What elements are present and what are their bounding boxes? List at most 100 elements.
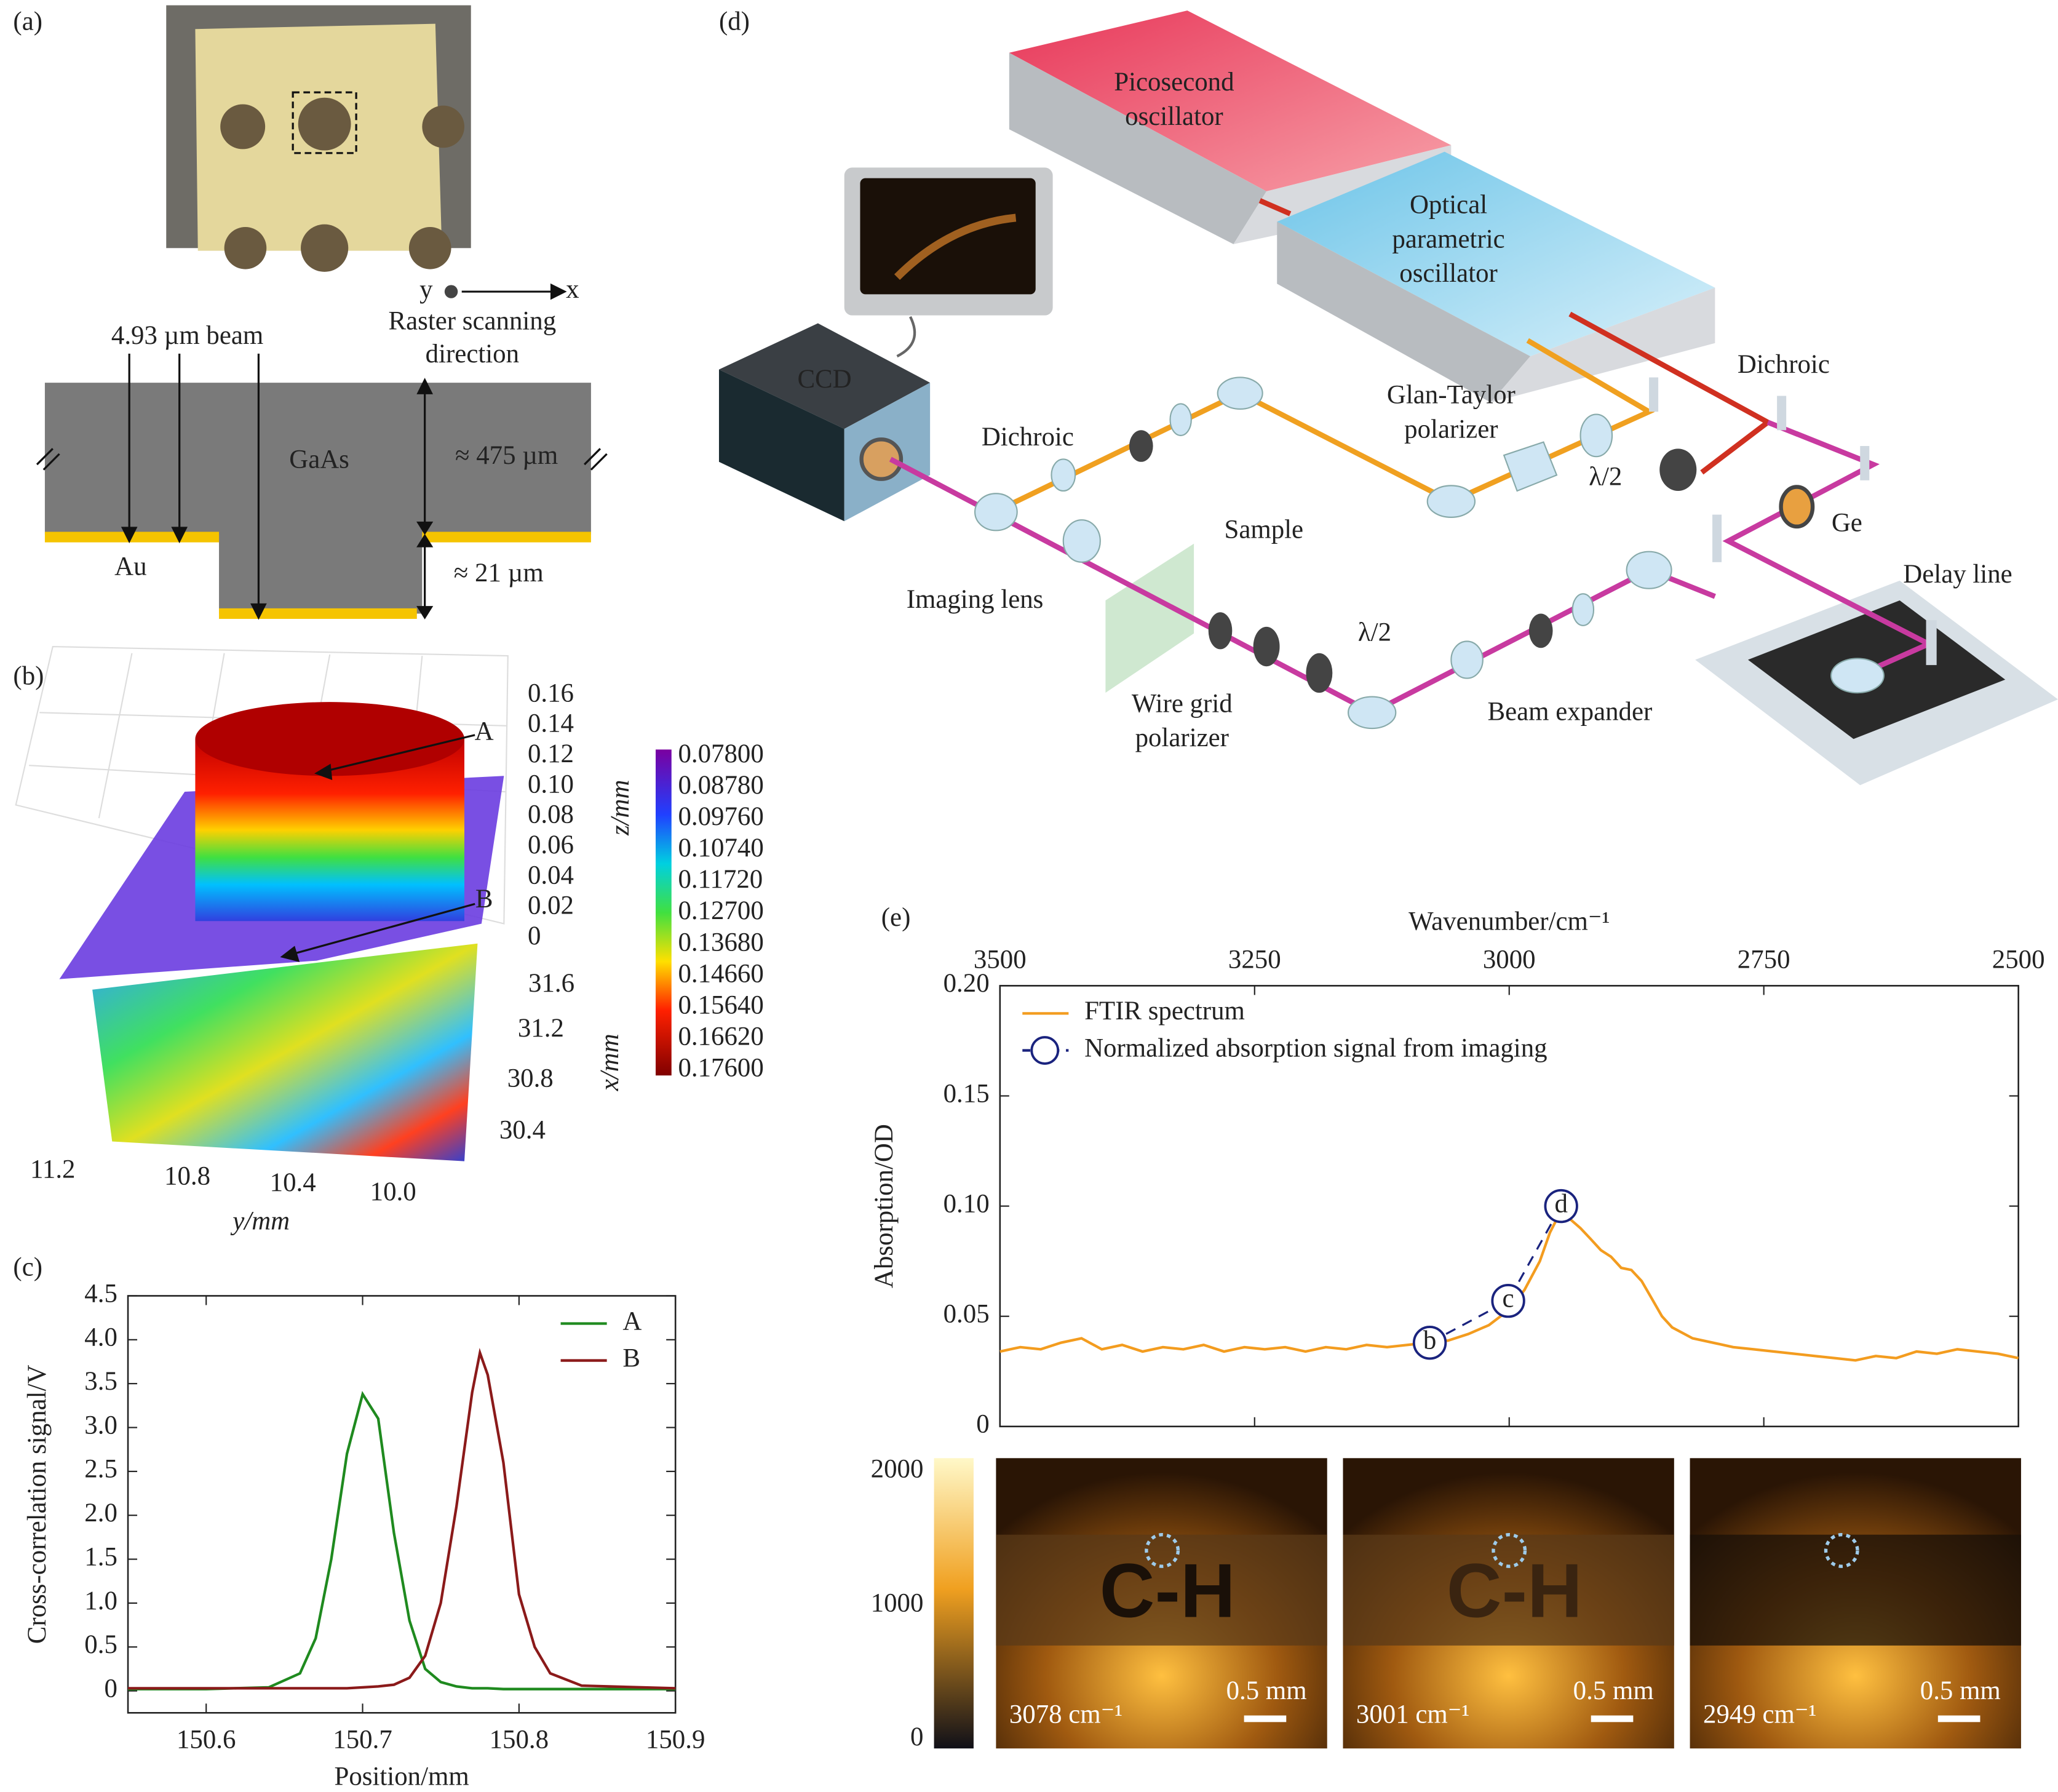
sample-band bbox=[996, 1534, 1327, 1646]
sample-marking: C-H bbox=[1447, 1548, 1583, 1633]
label: 2000 bbox=[871, 1455, 924, 1484]
label: (e) bbox=[881, 903, 911, 932]
label: CCD bbox=[797, 365, 851, 394]
label: ≈ 21 µm bbox=[454, 559, 544, 587]
label: z/mm bbox=[606, 780, 635, 837]
label: Beam expander bbox=[1487, 697, 1652, 726]
sample-band bbox=[1690, 1534, 2021, 1646]
pillar-top bbox=[195, 702, 464, 776]
surface-map bbox=[92, 943, 478, 1161]
label: 0.08780 bbox=[678, 771, 763, 800]
label: 0.11720 bbox=[678, 865, 763, 894]
label: 0.09760 bbox=[678, 802, 763, 831]
label: 0.10 bbox=[528, 770, 574, 798]
label: A bbox=[475, 717, 494, 746]
image-label: 3078 cm⁻¹ bbox=[1009, 1700, 1122, 1729]
label: Sample bbox=[1224, 515, 1303, 544]
label: 10.0 bbox=[370, 1177, 416, 1206]
label: polarizer bbox=[1135, 723, 1229, 752]
colorbar bbox=[656, 749, 672, 1076]
label: Picosecond bbox=[1114, 68, 1234, 97]
label: direction bbox=[426, 340, 519, 368]
scale-bar bbox=[1244, 1715, 1287, 1722]
label: GaAs bbox=[289, 445, 349, 474]
label: 11.2 bbox=[30, 1155, 75, 1184]
y-tick-label: 1.0 bbox=[84, 1587, 117, 1615]
legend-label: A bbox=[622, 1307, 642, 1336]
label: 0.14660 bbox=[678, 959, 763, 988]
label: 10.4 bbox=[270, 1168, 316, 1197]
x-tick-label: 2500 bbox=[1992, 946, 2045, 974]
roi-circle bbox=[1145, 1533, 1180, 1568]
y-axis-dot bbox=[444, 285, 458, 298]
image-label: 3001 cm⁻¹ bbox=[1356, 1700, 1469, 1729]
label: Ge bbox=[1832, 509, 1862, 538]
legend-label: FTIR spectrum bbox=[1084, 997, 1245, 1025]
label: 30.8 bbox=[507, 1064, 554, 1093]
label: (c) bbox=[13, 1252, 42, 1281]
setup bbox=[718, 10, 2058, 786]
label: 0.17600 bbox=[678, 1053, 763, 1082]
label: 0.12700 bbox=[678, 896, 763, 925]
label: y/mm bbox=[230, 1206, 290, 1235]
label: parametric bbox=[1392, 225, 1504, 253]
label: (a) bbox=[13, 7, 42, 36]
y-tick-label: 0.5 bbox=[84, 1630, 117, 1659]
image-label: 2949 cm⁻¹ bbox=[1703, 1700, 1816, 1729]
label: 0.15640 bbox=[678, 990, 763, 1019]
roi-circle bbox=[1492, 1533, 1527, 1568]
label: y bbox=[419, 275, 433, 304]
scale-label: 0.5 mm bbox=[1573, 1676, 1654, 1705]
data-point bbox=[1544, 1189, 1578, 1224]
y-tick-label: 1.5 bbox=[84, 1542, 117, 1571]
label: Dichroic bbox=[1738, 350, 1830, 379]
label: Wire grid bbox=[1132, 689, 1233, 718]
label: Au bbox=[114, 552, 146, 581]
legend-label: B bbox=[622, 1344, 640, 1372]
label: x/mm bbox=[595, 1033, 624, 1091]
label: Raster scanning bbox=[389, 306, 557, 335]
y-tick-label: 0.05 bbox=[944, 1300, 990, 1329]
label: 10.8 bbox=[164, 1161, 210, 1190]
label: 0.04 bbox=[528, 861, 574, 890]
label: 4.93 µm beam bbox=[111, 321, 263, 350]
y-tick-label: 0.20 bbox=[944, 969, 990, 998]
scale-bar bbox=[1937, 1715, 1981, 1722]
y-tick-label: 4.5 bbox=[84, 1279, 117, 1308]
roi-box bbox=[292, 91, 357, 154]
y-tick-label: 2.5 bbox=[84, 1455, 117, 1484]
x-tick-label: 150.9 bbox=[646, 1725, 705, 1754]
scale-label: 0.5 mm bbox=[1920, 1676, 2001, 1705]
data-point bbox=[1412, 1326, 1447, 1360]
x-tick-label: 3250 bbox=[1228, 946, 1281, 974]
label: 0.16 bbox=[528, 679, 574, 707]
label: Glan-Taylor bbox=[1387, 381, 1516, 410]
label: 31.2 bbox=[518, 1014, 564, 1043]
pads bbox=[220, 97, 464, 272]
label: B bbox=[475, 885, 493, 914]
x-tick-label: 3500 bbox=[974, 946, 1027, 974]
label: 0 bbox=[528, 922, 541, 950]
point-label: d bbox=[1554, 1189, 1567, 1218]
x-tick-label: 2750 bbox=[1738, 946, 1790, 974]
point-label: c bbox=[1503, 1284, 1514, 1313]
x-axis-label: Position/mm bbox=[335, 1762, 469, 1791]
label: 0.06 bbox=[528, 830, 574, 859]
label: 0.07800 bbox=[678, 739, 763, 768]
label: x bbox=[566, 275, 579, 304]
label: Imaging lens bbox=[907, 585, 1044, 614]
gaas bbox=[44, 383, 591, 614]
scale-bar bbox=[1591, 1715, 1634, 1722]
y-tick-label: 0 bbox=[976, 1410, 989, 1439]
sample-band bbox=[1343, 1534, 1674, 1646]
x-tick-label: 150.7 bbox=[333, 1725, 392, 1754]
label: Delay line bbox=[1903, 560, 2012, 589]
label: 0 bbox=[910, 1722, 923, 1751]
label: λ/2 bbox=[1589, 463, 1622, 492]
marker-arrows bbox=[280, 734, 475, 962]
y-tick-label: 2.0 bbox=[84, 1499, 117, 1527]
label: Dichroic bbox=[982, 423, 1074, 452]
x-axis-label: Wavenumber/cm⁻¹ bbox=[1408, 907, 1610, 936]
